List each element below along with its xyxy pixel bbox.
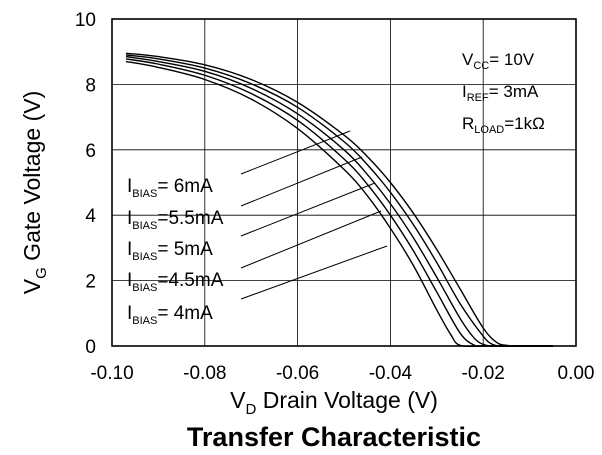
leader-line-3	[240, 210, 382, 269]
chart-title: Transfer Characteristic	[187, 422, 481, 452]
legend-rest: = 5mA	[157, 239, 213, 260]
legend-sub: BIAS	[132, 315, 157, 327]
x-axis-label: VD Drain Voltage (V)	[230, 387, 438, 418]
legend-sub: BIAS	[132, 220, 157, 232]
legend-main: I	[127, 239, 132, 260]
y-axis-label-rest: Gate Voltage (V)	[19, 91, 45, 267]
condition-rest: = 10V	[489, 50, 535, 69]
legend-sub: BIAS	[132, 282, 157, 294]
legend-main: I	[127, 208, 132, 229]
y-tick-label: 2	[85, 272, 96, 293]
y-axis-label: VG Gate Voltage (V)	[19, 91, 50, 294]
condition-rest: =1kΩ	[504, 114, 545, 133]
condition-main: I	[462, 82, 467, 101]
x-tick-label: -0.04	[369, 363, 413, 384]
condition-text: IREF= 3mA	[462, 82, 539, 104]
x-axis-label-sub: D	[245, 401, 256, 418]
test-conditions: VCC= 10V IREF= 3mA RLOAD=1kΩ	[462, 50, 545, 136]
legend-entry-1: IBIAS=5.5mA	[127, 208, 224, 232]
legend-entry-0: IBIAS= 6mA	[127, 176, 213, 200]
legend-rest: = 6mA	[157, 176, 213, 197]
x-tick-label: -0.06	[276, 363, 319, 384]
y-tick-labels: 0 2 4 6 8 10	[75, 10, 97, 358]
y-tick-label: 6	[85, 141, 96, 162]
legend-entry-2: IBIAS= 5mA	[127, 239, 213, 263]
legend-entry-4: IBIAS= 4mA	[127, 303, 213, 327]
legend-rest: = 4mA	[157, 303, 213, 324]
condition-sub: REF	[467, 92, 489, 104]
x-tick-label: -0.08	[183, 363, 226, 384]
x-tick-label: 0.00	[558, 363, 595, 384]
condition-main: R	[462, 114, 474, 133]
y-axis-label-main: V	[19, 278, 45, 294]
condition-rest: = 3mA	[489, 82, 539, 101]
condition-text: RLOAD=1kΩ	[462, 114, 545, 136]
legend-main: I	[127, 303, 132, 324]
x-tick-labels: -0.10 -0.08 -0.06 -0.04 -0.02 0.00	[90, 363, 594, 384]
condition-sub: LOAD	[474, 124, 504, 136]
leader-line-2	[240, 182, 376, 237]
legend-rest: =4.5mA	[157, 270, 223, 291]
condition-sub: CC	[473, 60, 489, 72]
x-tick-label: -0.02	[462, 363, 505, 384]
x-axis-label-rest: Drain Voltage (V)	[256, 387, 438, 413]
plot-frame	[111, 18, 577, 347]
leader-line-4	[240, 245, 388, 300]
legend-rest: =5.5mA	[157, 208, 223, 229]
condition-text: VCC= 10V	[462, 50, 535, 72]
leader-line-0	[240, 130, 351, 175]
y-tick-label: 8	[85, 75, 96, 96]
legend-main: I	[127, 270, 132, 291]
x-axis-label-main: V	[230, 387, 246, 413]
legend-main: I	[127, 176, 132, 197]
condition-main: V	[462, 50, 474, 69]
y-tick-label: 10	[75, 10, 96, 31]
y-tick-label: 0	[85, 337, 96, 358]
legend-sub: BIAS	[132, 188, 157, 200]
legend-sub: BIAS	[132, 251, 157, 263]
legend-entry-3: IBIAS=4.5mA	[127, 270, 224, 294]
y-axis-label-sub: G	[33, 267, 50, 279]
x-tick-label: -0.10	[90, 363, 133, 384]
legend-leader-lines	[240, 130, 388, 300]
y-tick-label: 4	[85, 206, 96, 227]
leader-line-1	[240, 156, 363, 207]
